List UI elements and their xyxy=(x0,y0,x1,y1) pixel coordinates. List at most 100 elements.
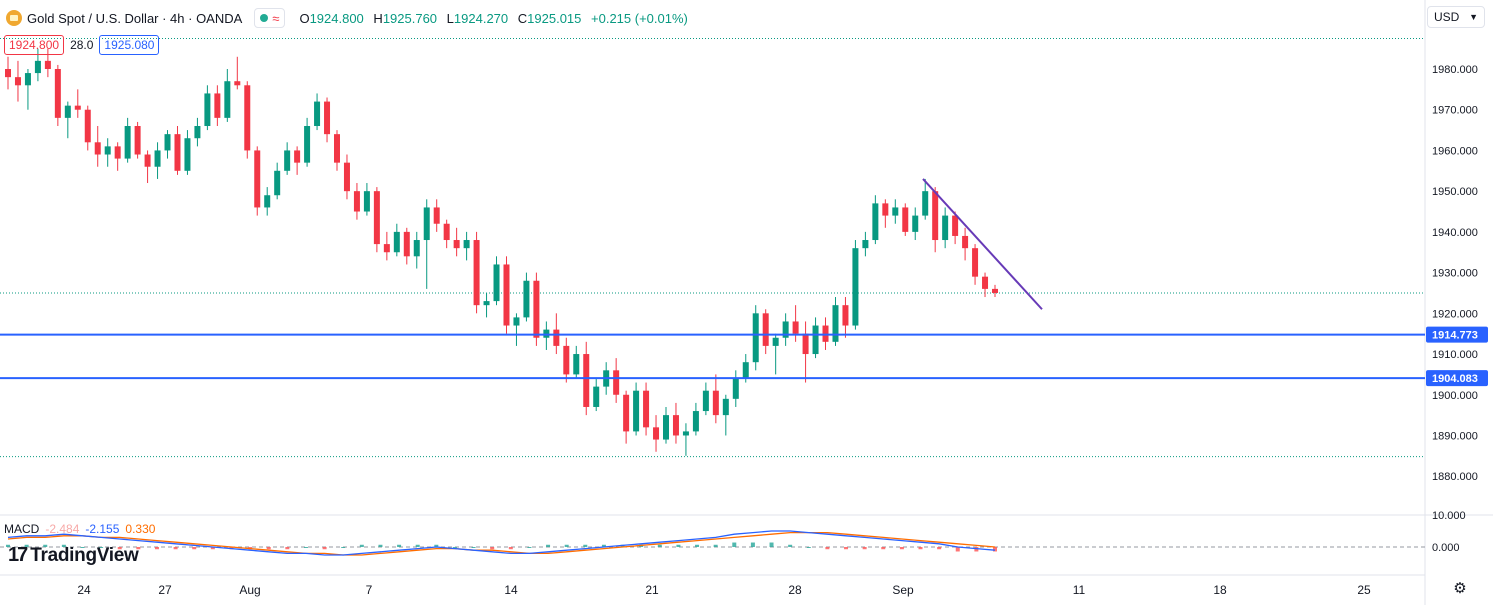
candle-body[interactable] xyxy=(912,215,919,232)
candle-body[interactable] xyxy=(393,231,400,253)
candle-body[interactable] xyxy=(972,248,979,277)
candle-body[interactable] xyxy=(363,191,370,212)
candle-body[interactable] xyxy=(583,354,590,407)
candle-body[interactable] xyxy=(992,288,998,293)
candle-body[interactable] xyxy=(84,109,91,143)
macd-legend[interactable]: MACD -2.484 -2.155 0.330 xyxy=(4,522,155,536)
candle-body[interactable] xyxy=(902,207,909,232)
candle-body[interactable] xyxy=(343,162,350,192)
candle-body[interactable] xyxy=(842,305,849,326)
buy-price-button[interactable]: 1925.080 xyxy=(99,35,160,55)
candle-body[interactable] xyxy=(772,337,779,346)
candle-body[interactable] xyxy=(613,370,620,395)
candle-body[interactable] xyxy=(244,85,251,151)
gear-icon[interactable]: ⚙ xyxy=(1453,580,1467,597)
candle-body[interactable] xyxy=(373,191,380,245)
candle-body[interactable] xyxy=(653,427,660,440)
candle-body[interactable] xyxy=(184,138,191,171)
candle-body[interactable] xyxy=(383,244,390,253)
candle-body[interactable] xyxy=(812,325,819,355)
candle-body[interactable] xyxy=(712,390,719,416)
candle-body[interactable] xyxy=(643,390,650,428)
candle-body[interactable] xyxy=(732,378,739,399)
candle-body[interactable] xyxy=(134,126,141,155)
candle-body[interactable] xyxy=(54,69,61,118)
market-status-badge[interactable]: ≈ xyxy=(254,8,286,28)
candle-body[interactable] xyxy=(114,146,121,159)
candle-body[interactable] xyxy=(64,105,71,118)
candle-body[interactable] xyxy=(593,386,600,407)
candle-body[interactable] xyxy=(513,317,520,326)
candle-body[interactable] xyxy=(264,195,271,208)
candle-body[interactable] xyxy=(204,93,211,127)
candle-body[interactable] xyxy=(324,101,331,135)
candle-body[interactable] xyxy=(314,101,321,127)
candle-body[interactable] xyxy=(334,134,340,163)
candle-body[interactable] xyxy=(623,394,630,432)
candle-body[interactable] xyxy=(942,215,949,241)
candle-body[interactable] xyxy=(14,77,21,86)
candle-body[interactable] xyxy=(44,60,51,69)
candle-body[interactable] xyxy=(932,191,939,241)
candle-body[interactable] xyxy=(164,134,171,151)
candle-body[interactable] xyxy=(144,154,151,167)
candle-body[interactable] xyxy=(523,280,530,318)
candle-body[interactable] xyxy=(702,390,709,412)
candle-body[interactable] xyxy=(5,69,11,78)
candle-body[interactable] xyxy=(294,150,301,163)
candle-body[interactable] xyxy=(792,321,799,334)
candle-body[interactable] xyxy=(473,240,480,306)
candle-body[interactable] xyxy=(463,240,470,249)
candle-body[interactable] xyxy=(882,203,889,216)
candle-body[interactable] xyxy=(682,431,689,436)
candle-body[interactable] xyxy=(483,301,490,306)
candle-body[interactable] xyxy=(124,126,131,159)
candle-body[interactable] xyxy=(254,150,261,208)
sell-price-button[interactable]: 1924.800 xyxy=(4,35,65,55)
candle-body[interactable] xyxy=(443,223,450,241)
candle-body[interactable] xyxy=(962,235,969,249)
candle-body[interactable] xyxy=(503,264,510,326)
candle-body[interactable] xyxy=(493,264,500,302)
candle-body[interactable] xyxy=(104,146,111,155)
candle-body[interactable] xyxy=(533,280,540,338)
candle-body[interactable] xyxy=(34,60,41,74)
candle-body[interactable] xyxy=(284,150,291,171)
candle-body[interactable] xyxy=(353,191,360,212)
candle-body[interactable] xyxy=(752,313,759,363)
candle-body[interactable] xyxy=(892,207,899,216)
candle-body[interactable] xyxy=(194,126,201,139)
candle-body[interactable] xyxy=(214,93,221,118)
tradingview-logo[interactable]: 17 TradingView xyxy=(8,544,139,567)
candle-body[interactable] xyxy=(952,215,959,236)
candle-body[interactable] xyxy=(692,411,699,432)
candle-body[interactable] xyxy=(224,81,231,118)
candle-body[interactable] xyxy=(862,240,869,249)
candle-body[interactable] xyxy=(403,231,410,257)
candle-body[interactable] xyxy=(802,333,809,355)
candle-body[interactable] xyxy=(722,398,729,416)
candle-body[interactable] xyxy=(852,248,859,326)
candle-body[interactable] xyxy=(563,345,570,375)
candle-body[interactable] xyxy=(672,415,679,436)
candle-body[interactable] xyxy=(663,415,669,440)
candle-body[interactable] xyxy=(433,207,440,224)
candle-body[interactable] xyxy=(234,81,241,86)
candle-body[interactable] xyxy=(24,73,31,86)
candle-body[interactable] xyxy=(982,276,989,289)
candle-body[interactable] xyxy=(742,362,749,379)
candle-body[interactable] xyxy=(274,170,281,196)
candle-body[interactable] xyxy=(872,203,879,241)
candle-body[interactable] xyxy=(423,207,430,241)
candle-body[interactable] xyxy=(174,134,181,171)
candle-body[interactable] xyxy=(74,105,81,110)
candle-body[interactable] xyxy=(154,150,161,167)
candle-body[interactable] xyxy=(453,240,460,249)
candle-body[interactable] xyxy=(573,354,580,375)
candle-body[interactable] xyxy=(413,240,420,257)
candle-body[interactable] xyxy=(553,329,560,346)
trend-line[interactable] xyxy=(922,178,1043,310)
candle-body[interactable] xyxy=(304,126,311,163)
candle-body[interactable] xyxy=(762,313,769,346)
candle-body[interactable] xyxy=(94,142,101,155)
